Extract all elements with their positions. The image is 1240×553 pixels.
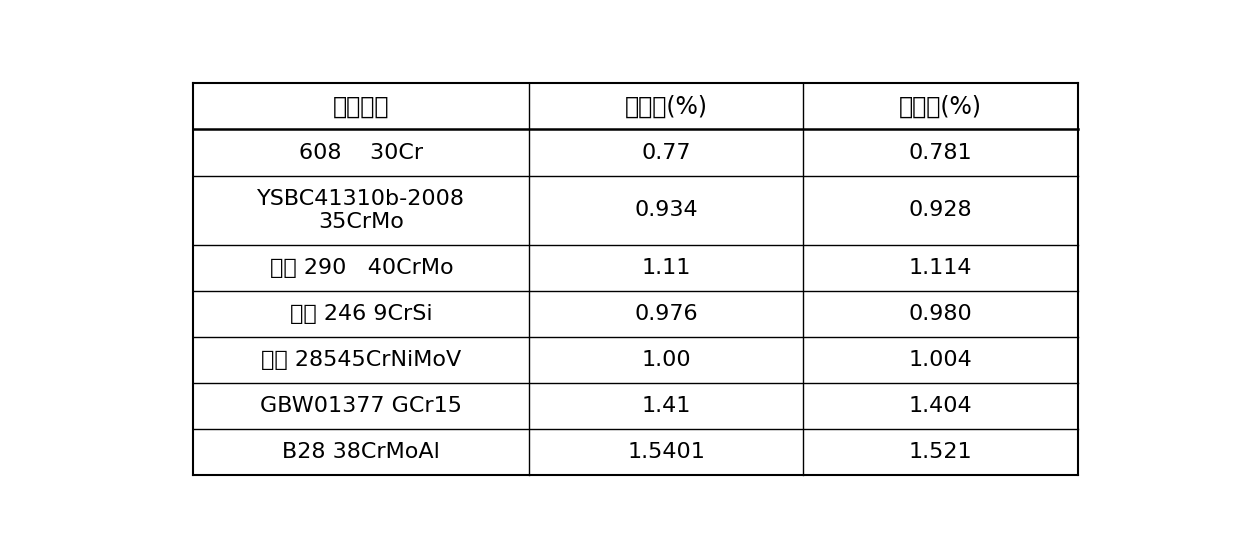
Text: 1.004: 1.004 [909,350,972,370]
Text: 0.976: 0.976 [635,304,698,324]
Text: 1.00: 1.00 [641,350,691,370]
Text: 0.781: 0.781 [909,143,972,163]
Text: 1.11: 1.11 [642,258,691,278]
Text: 标准值(%): 标准值(%) [625,95,708,118]
Text: 1.114: 1.114 [909,258,972,278]
Text: 1.521: 1.521 [909,442,972,462]
Text: 0.928: 0.928 [909,200,972,220]
Text: 1.5401: 1.5401 [627,442,706,462]
Text: B28 38CrMoAl: B28 38CrMoAl [283,442,440,462]
Text: 材字 290   40CrMo: 材字 290 40CrMo [269,258,454,278]
Text: 0.980: 0.980 [909,304,972,324]
Text: 材字 246 9CrSi: 材字 246 9CrSi [290,304,433,324]
Text: YSBC41310b-2008
35CrMo: YSBC41310b-2008 35CrMo [258,189,465,232]
Text: 1.404: 1.404 [909,396,972,416]
Text: 608    30Cr: 608 30Cr [299,143,424,163]
Text: GBW01377 GCr15: GBW01377 GCr15 [260,396,463,416]
Text: 材字 28545CrNiMoV: 材字 28545CrNiMoV [262,350,461,370]
Text: 0.77: 0.77 [641,143,691,163]
Text: 测定值(%): 测定值(%) [899,95,982,118]
Text: 1.41: 1.41 [642,396,691,416]
Text: 0.934: 0.934 [635,200,698,220]
Text: 标样名称: 标样名称 [334,95,389,118]
